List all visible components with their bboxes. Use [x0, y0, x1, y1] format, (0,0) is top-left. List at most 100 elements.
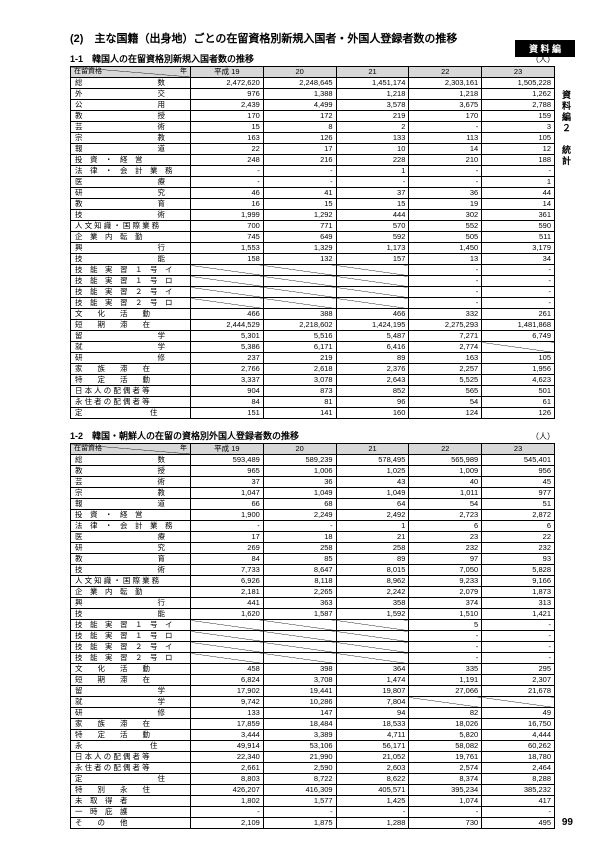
row-label: 総 数	[71, 455, 191, 466]
data-cell: 1,577	[263, 796, 336, 807]
data-cell: 133	[336, 133, 409, 144]
data-cell: 426,207	[191, 785, 264, 796]
row-label: 教 授	[71, 466, 191, 477]
data-cell: 97	[409, 554, 482, 565]
data-cell: 1,553	[191, 243, 264, 254]
data-cell	[263, 265, 336, 276]
row-label: 技 能	[71, 609, 191, 620]
data-cell: 545,401	[482, 455, 555, 466]
data-cell	[336, 276, 409, 287]
row-label: 企 業 内 転 勤	[71, 232, 191, 243]
data-cell: 22	[482, 532, 555, 543]
data-cell: 258	[336, 543, 409, 554]
data-cell: 8	[263, 122, 336, 133]
corner-cell: 在留資格年	[71, 67, 191, 78]
data-cell: -	[482, 631, 555, 642]
data-cell: 388	[263, 309, 336, 320]
data-cell: -	[409, 298, 482, 309]
row-label: 特 別 永 住	[71, 785, 191, 796]
row-label: 技 能 実 習 １ 号 ロ	[71, 276, 191, 287]
data-cell: 4,499	[263, 100, 336, 111]
row-label: 芸 術	[71, 122, 191, 133]
data-cell: 416,309	[263, 785, 336, 796]
row-label: 留 学	[71, 331, 191, 342]
table-row: 定 住8,8038,7228,6228,3748,288	[71, 774, 555, 785]
data-cell: 261	[482, 309, 555, 320]
data-cell: 96	[336, 397, 409, 408]
data-cell	[191, 298, 264, 309]
row-label: 家 族 滞 在	[71, 719, 191, 730]
data-cell: 7,271	[409, 331, 482, 342]
data-cell: 2,181	[191, 587, 264, 598]
data-cell: 1,421	[482, 609, 555, 620]
table-row: そ の 他2,1091,8751,288730495	[71, 818, 555, 829]
table-row: 公 用2,4394,4993,5783,6752,788	[71, 100, 555, 111]
data-cell: 395,234	[409, 785, 482, 796]
data-cell: -	[482, 298, 555, 309]
row-label: 文 化 活 動	[71, 309, 191, 320]
data-cell: 2,109	[191, 818, 264, 829]
data-cell: 302	[409, 210, 482, 221]
table-row: 留 学5,3015,5165,4877,2716,749	[71, 331, 555, 342]
row-label: 企 業 内 転 勤	[71, 587, 191, 598]
row-label: 人 文 知 識 ・ 国 際 業 務	[71, 576, 191, 587]
row-label: 興 行	[71, 243, 191, 254]
data-cell: 1,218	[336, 89, 409, 100]
table-1-head: 在留資格年平成 1920212223	[71, 67, 555, 78]
data-cell	[191, 276, 264, 287]
table-row: 研 究4641373644	[71, 188, 555, 199]
data-cell: 93	[482, 554, 555, 565]
row-label: 法 律 ・ 会 計 業 務	[71, 166, 191, 177]
table-row: 教 授9651,0061,0251,009956	[71, 466, 555, 477]
data-cell: 53,106	[263, 741, 336, 752]
data-cell: 2,590	[263, 763, 336, 774]
data-cell: 5,386	[191, 342, 264, 353]
data-cell: 1,006	[263, 466, 336, 477]
data-cell: 54	[409, 499, 482, 510]
data-cell: 3,179	[482, 243, 555, 254]
row-label: 文 化 活 動	[71, 664, 191, 675]
table-2-head: 在留資格年平成 1920212223	[71, 444, 555, 455]
row-label: 医 療	[71, 177, 191, 188]
table-row: 興 行1,5531,3291,1731,4503,179	[71, 243, 555, 254]
table-row: 研 修133147948249	[71, 708, 555, 719]
row-label: 留 学	[71, 686, 191, 697]
data-cell: 17,902	[191, 686, 264, 697]
data-cell: 12	[482, 144, 555, 155]
data-cell: 8,118	[263, 576, 336, 587]
data-cell	[191, 287, 264, 298]
data-cell: 126	[263, 133, 336, 144]
row-label: 教 授	[71, 111, 191, 122]
data-cell: 113	[409, 133, 482, 144]
data-cell: 248	[191, 155, 264, 166]
data-cell: 335	[409, 664, 482, 675]
table-row: 家 族 滞 在2,7662,6182,3762,2571,956	[71, 364, 555, 375]
row-label: 芸 術	[71, 477, 191, 488]
row-label: 技 能 実 習 ２ 号 イ	[71, 287, 191, 298]
data-cell: 976	[191, 89, 264, 100]
data-cell: 94	[336, 708, 409, 719]
data-cell: 15	[191, 122, 264, 133]
row-label: 技 能 実 習 １ 号 イ	[71, 620, 191, 631]
data-cell: 132	[263, 254, 336, 265]
table-row: 芸 術3736434045	[71, 477, 555, 488]
data-cell: 1,481,868	[482, 320, 555, 331]
data-cell: 49	[482, 708, 555, 719]
row-label: 就 学	[71, 342, 191, 353]
data-cell: 2	[336, 122, 409, 133]
data-cell: 2,257	[409, 364, 482, 375]
table-row: 研 修23721989163105	[71, 353, 555, 364]
unit-label-2: （人）	[531, 431, 555, 442]
data-cell	[191, 631, 264, 642]
data-cell: 511	[482, 232, 555, 243]
data-cell: 27,066	[409, 686, 482, 697]
data-cell	[263, 287, 336, 298]
col-header: 22	[409, 67, 482, 78]
table-row: 医 療----1	[71, 177, 555, 188]
data-cell: 170	[409, 111, 482, 122]
table-row: 技 能 実 習 ２ 号 ロ--	[71, 298, 555, 309]
data-cell: -	[409, 276, 482, 287]
data-cell: 2,618	[263, 364, 336, 375]
data-cell: 82	[409, 708, 482, 719]
data-cell: 592	[336, 232, 409, 243]
